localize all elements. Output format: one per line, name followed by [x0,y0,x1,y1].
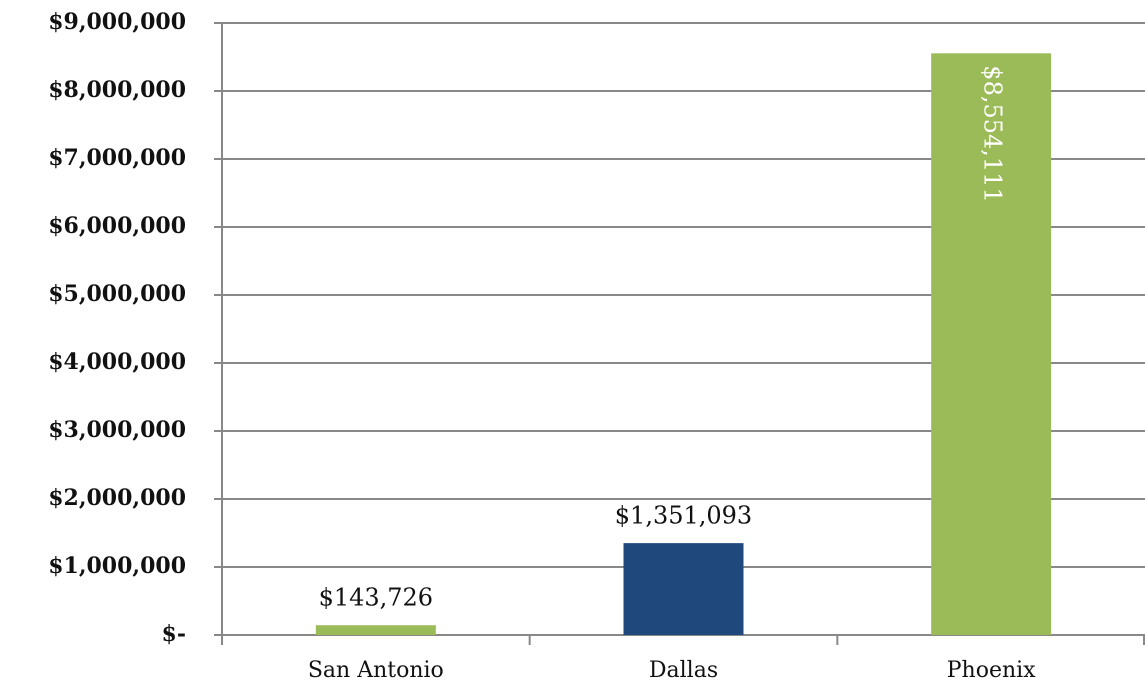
y-tick-label: $3,000,000 [48,417,186,443]
bar [623,543,744,635]
value-label: $8,554,111 [979,65,1007,202]
x-tick-label: San Antonio [308,658,444,683]
bar [315,625,436,635]
y-tick-label: $5,000,000 [48,281,186,307]
y-tick-label: $8,000,000 [48,77,186,103]
y-tick-label: $1,000,000 [48,553,186,579]
value-label: $143,726 [319,584,434,612]
value-label: $1,351,093 [615,502,752,530]
x-tick-label: Dallas [649,658,718,683]
y-tick-label: $6,000,000 [48,213,186,239]
y-tick-label: $2,000,000 [48,485,186,511]
y-tick-label: $- [162,621,186,647]
y-tick-label: $9,000,000 [48,9,186,35]
y-tick-label: $7,000,000 [48,145,186,171]
bar [931,53,1052,636]
y-tick-label: $4,000,000 [48,349,186,375]
x-tick-label: Phoenix [947,658,1036,683]
